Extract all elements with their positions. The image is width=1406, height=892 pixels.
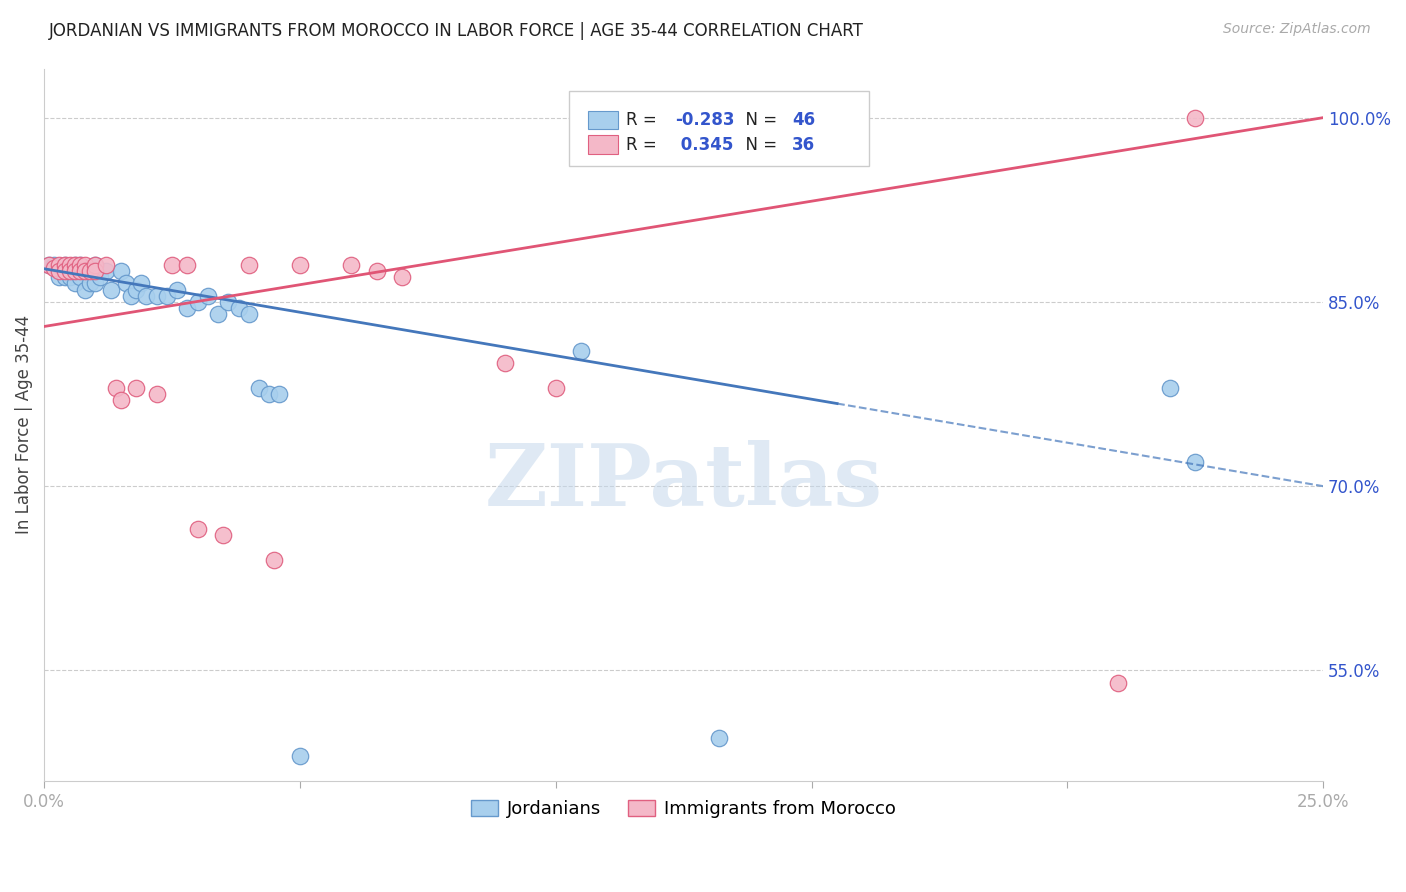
Point — [63, 264, 86, 278]
Point — [48, 264, 70, 278]
Point — [79, 277, 101, 291]
Point — [48, 258, 70, 272]
Point — [238, 307, 260, 321]
Point — [197, 289, 219, 303]
Point — [145, 387, 167, 401]
Y-axis label: In Labor Force | Age 35-44: In Labor Force | Age 35-44 — [15, 315, 32, 534]
Point — [156, 289, 179, 303]
Point — [176, 301, 198, 315]
Point — [94, 264, 117, 278]
Point — [84, 264, 107, 278]
Point — [709, 731, 731, 745]
Point — [131, 277, 153, 291]
Point — [84, 258, 107, 272]
Point — [38, 258, 60, 272]
Point — [187, 522, 209, 536]
Point — [569, 344, 592, 359]
Point — [79, 264, 101, 278]
Point — [120, 289, 142, 303]
Point — [59, 264, 82, 278]
Text: JORDANIAN VS IMMIGRANTS FROM MOROCCO IN LABOR FORCE | AGE 35-44 CORRELATION CHAR: JORDANIAN VS IMMIGRANTS FROM MOROCCO IN … — [49, 22, 865, 40]
Legend: Jordanians, Immigrants from Morocco: Jordanians, Immigrants from Morocco — [464, 793, 904, 825]
Point — [73, 258, 96, 272]
Point — [53, 270, 76, 285]
Point — [1184, 111, 1206, 125]
Point — [288, 258, 311, 272]
Point — [125, 381, 148, 395]
Point — [89, 270, 111, 285]
Point — [79, 264, 101, 278]
Text: 46: 46 — [793, 111, 815, 128]
Point — [110, 264, 132, 278]
Point — [228, 301, 250, 315]
Point — [391, 270, 413, 285]
Point — [63, 258, 86, 272]
Point — [187, 294, 209, 309]
Point — [63, 277, 86, 291]
Text: Source: ZipAtlas.com: Source: ZipAtlas.com — [1223, 22, 1371, 37]
Point — [1159, 381, 1181, 395]
Point — [125, 283, 148, 297]
FancyBboxPatch shape — [588, 136, 619, 154]
Point — [63, 258, 86, 272]
Text: -0.283: -0.283 — [675, 111, 734, 128]
Point — [1184, 454, 1206, 468]
Point — [53, 258, 76, 272]
Point — [544, 381, 567, 395]
Point — [1108, 675, 1130, 690]
Point — [166, 283, 188, 297]
FancyBboxPatch shape — [588, 111, 619, 129]
Point — [247, 381, 270, 395]
Point — [257, 387, 280, 401]
Point — [494, 356, 516, 370]
Point — [59, 258, 82, 272]
Point — [38, 258, 60, 272]
Point — [73, 264, 96, 278]
Text: N =: N = — [735, 111, 782, 128]
Point — [44, 258, 66, 272]
Point — [53, 258, 76, 272]
Point — [84, 277, 107, 291]
Point — [135, 289, 157, 303]
Point — [104, 381, 127, 395]
Point — [73, 264, 96, 278]
Text: N =: N = — [735, 136, 782, 153]
Point — [69, 258, 91, 272]
Point — [48, 270, 70, 285]
Point — [84, 258, 107, 272]
Point — [44, 260, 66, 275]
Text: ZIPatlas: ZIPatlas — [485, 440, 883, 524]
Point — [73, 283, 96, 297]
Point — [288, 749, 311, 764]
Point — [160, 258, 183, 272]
Point — [94, 258, 117, 272]
Point — [53, 264, 76, 278]
Point — [217, 294, 239, 309]
Text: 0.345: 0.345 — [675, 136, 733, 153]
Text: R =: R = — [626, 136, 662, 153]
Point — [145, 289, 167, 303]
Text: R =: R = — [626, 111, 662, 128]
Point — [366, 264, 388, 278]
Point — [115, 277, 138, 291]
Text: 36: 36 — [793, 136, 815, 153]
Point — [176, 258, 198, 272]
Point — [340, 258, 363, 272]
Point — [69, 270, 91, 285]
FancyBboxPatch shape — [568, 91, 869, 166]
Point — [212, 528, 235, 542]
Point — [48, 264, 70, 278]
Point — [69, 264, 91, 278]
Point — [100, 283, 122, 297]
Point — [269, 387, 291, 401]
Point — [69, 258, 91, 272]
Point — [63, 264, 86, 278]
Point — [59, 270, 82, 285]
Point — [238, 258, 260, 272]
Point — [59, 264, 82, 278]
Point — [207, 307, 229, 321]
Point — [263, 553, 285, 567]
Point — [110, 393, 132, 408]
